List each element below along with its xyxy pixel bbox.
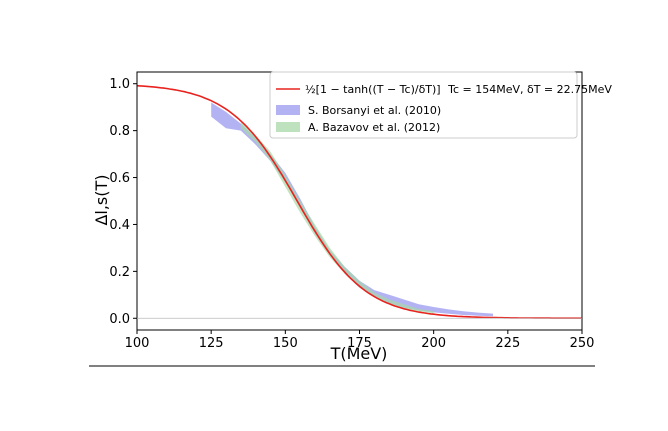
x-tick-label: 100	[125, 336, 150, 351]
y-tick-label: 0.4	[109, 218, 130, 233]
x-ticks: 100 125 150 175 200 225 250	[125, 330, 595, 351]
legend-frame	[269, 71, 578, 139]
legend-borsanyi-swatch	[276, 105, 300, 115]
uncertainty-bands	[211, 102, 493, 317]
fit-curve	[136, 84, 582, 319]
legend-borsanyi-label: S. Borsanyi et al. (2010)	[308, 104, 441, 117]
y-tick-label: 0.0	[109, 312, 130, 327]
fit-curve-line	[136, 84, 582, 319]
legend-bazavov-label: A. Bazavov et al. (2012)	[308, 121, 440, 134]
x-tick-label: 200	[421, 336, 446, 351]
y-axis-label: Δl,s(T)	[92, 174, 111, 225]
y-tick-label: 0.2	[109, 265, 130, 280]
x-tick-label: 225	[495, 336, 520, 351]
y-tick-label: 1.0	[109, 77, 130, 92]
band-series-1	[240, 121, 434, 314]
legend-fit-formula: ½[1 − tanh((T − Tc)/δT)]	[305, 83, 441, 96]
y-tick-label: 0.8	[109, 124, 130, 139]
legend-fit-params: Tc = 154MeV, δT = 22.75MeV	[447, 83, 612, 96]
x-tick-label: 125	[199, 336, 224, 351]
legend-bazavov-swatch	[276, 122, 300, 132]
x-axis-label: T(MeV)	[330, 344, 388, 363]
x-tick-label: 250	[570, 336, 595, 351]
y-axis-label-text: Δl,s(T)	[92, 174, 111, 225]
band-series-0	[211, 102, 493, 317]
legend: ½[1 − tanh((T − Tc)/δT)] Tc = 154MeV, δT…	[269, 71, 612, 139]
x-axis-label-text: T(MeV)	[330, 344, 388, 363]
y-tick-label: 0.6	[109, 171, 130, 186]
x-tick-label: 150	[273, 336, 298, 351]
x-tick-label: 175	[347, 336, 372, 351]
legend-fit-label: ½[1 − tanh((T − Tc)/δT)] Tc = 154MeV, δT…	[305, 83, 612, 96]
y-ticks: 0.0 0.2 0.4 0.6 0.8 1.0	[109, 77, 137, 327]
